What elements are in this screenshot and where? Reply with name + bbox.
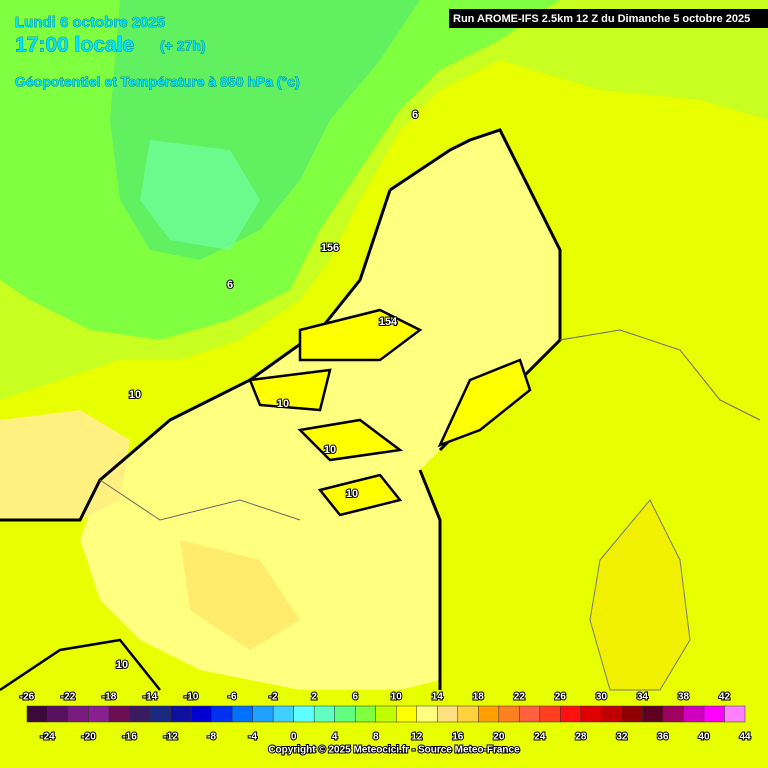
contour-label: 156 xyxy=(321,242,339,254)
scale-label: -22 xyxy=(61,692,76,703)
scale-swatch xyxy=(108,705,130,723)
scale-swatch xyxy=(396,705,418,723)
scale-swatch xyxy=(621,705,643,723)
island xyxy=(589,499,691,691)
scale-swatch xyxy=(252,705,274,723)
scale-swatch xyxy=(601,705,623,723)
scale-label: -8 xyxy=(207,732,216,743)
field: Géopotentiel et Température à 850 hPa (°… xyxy=(15,74,300,90)
scale-swatch xyxy=(703,705,725,723)
scale-label: 4 xyxy=(332,732,338,743)
warm-patch xyxy=(180,540,300,650)
scale-label: 22 xyxy=(514,692,526,703)
scale-swatch xyxy=(416,705,438,723)
scale-label: 24 xyxy=(534,732,546,743)
contour-label: 10 xyxy=(129,389,141,401)
scale-label: 30 xyxy=(596,692,608,703)
scale-swatch xyxy=(88,705,110,723)
scale-label: -6 xyxy=(228,692,237,703)
contour-blob xyxy=(248,308,532,517)
scale-swatch xyxy=(519,705,541,723)
scale-swatch xyxy=(375,705,397,723)
scale-swatch xyxy=(47,705,69,723)
border xyxy=(99,479,301,521)
scale-label: 44 xyxy=(739,732,751,743)
scale-swatch xyxy=(354,705,376,723)
time: 17:00 locale xyxy=(15,34,134,57)
scale-label: -10 xyxy=(184,692,199,703)
scale-swatch xyxy=(26,705,48,723)
scale-swatch xyxy=(231,705,253,723)
scale-swatch xyxy=(334,705,356,723)
scale-label: -20 xyxy=(81,732,96,743)
scale-swatch xyxy=(662,705,684,723)
contour-label: 10 xyxy=(346,488,358,500)
copyright: Copyright © 2025 Meteocici.fr - Source M… xyxy=(268,745,520,756)
scale-swatch xyxy=(683,705,705,723)
contour-label: 10 xyxy=(277,398,289,410)
date: Lundi 6 octobre 2025 xyxy=(15,14,165,31)
scale-label: -24 xyxy=(40,732,55,743)
scale-label: -26 xyxy=(20,692,35,703)
scale-label: 42 xyxy=(719,692,731,703)
scale-swatch xyxy=(478,705,500,723)
scale-swatch xyxy=(539,705,561,723)
contour-label: 10 xyxy=(116,659,128,671)
scale-swatch xyxy=(498,705,520,723)
run-box xyxy=(449,9,768,28)
scale-label: -18 xyxy=(102,692,117,703)
scale-label: 18 xyxy=(473,692,485,703)
scale-swatch xyxy=(293,705,315,723)
scale-swatch xyxy=(272,705,294,723)
lead: (+ 27h) xyxy=(160,38,206,54)
scale-label: 12 xyxy=(411,732,423,743)
contour-label: 6 xyxy=(412,109,418,121)
scale-label: 26 xyxy=(555,692,567,703)
contour-label: 10 xyxy=(324,444,336,456)
contour-line xyxy=(0,638,161,692)
scale-label: -4 xyxy=(248,732,257,743)
run: Run AROME-IFS 2.5km 12 Z du Dimanche 5 o… xyxy=(453,13,750,25)
scale-label: 20 xyxy=(493,732,505,743)
scale-swatch xyxy=(190,705,212,723)
scale-swatch xyxy=(724,705,746,723)
scale-label: 28 xyxy=(575,732,587,743)
scale-swatch xyxy=(580,705,602,723)
scale-swatch xyxy=(437,705,459,723)
scale-label: 10 xyxy=(391,692,403,703)
contour-label: 154 xyxy=(379,316,398,328)
scale-swatch xyxy=(211,705,233,723)
scale-label: 14 xyxy=(432,692,444,703)
scale-label: 16 xyxy=(452,732,464,743)
scale-label: -16 xyxy=(122,732,137,743)
scale-label: 34 xyxy=(637,692,649,703)
scale-label: -14 xyxy=(143,692,158,703)
scale-swatch xyxy=(457,705,479,723)
cold-core xyxy=(140,140,260,250)
scale-label: 40 xyxy=(698,732,710,743)
border xyxy=(559,329,761,421)
scale-swatch xyxy=(313,705,335,723)
scale-swatch xyxy=(149,705,171,723)
scale-swatch xyxy=(170,705,192,723)
scale-swatch xyxy=(67,705,89,723)
scale-swatch xyxy=(642,705,664,723)
scale-label: -2 xyxy=(269,692,278,703)
scale-label: 8 xyxy=(373,732,379,743)
scale-label: 6 xyxy=(352,692,358,703)
contour-label: 6 xyxy=(227,279,233,291)
pale-area xyxy=(0,410,130,520)
scale-label: -12 xyxy=(163,732,178,743)
scale-label: 32 xyxy=(616,732,628,743)
scale-label: 36 xyxy=(657,732,669,743)
scale-swatch xyxy=(560,705,582,723)
scale-label: 2 xyxy=(311,692,317,703)
scale-swatch xyxy=(129,705,151,723)
scale-label: 0 xyxy=(291,732,297,743)
scale-label: 38 xyxy=(678,692,690,703)
